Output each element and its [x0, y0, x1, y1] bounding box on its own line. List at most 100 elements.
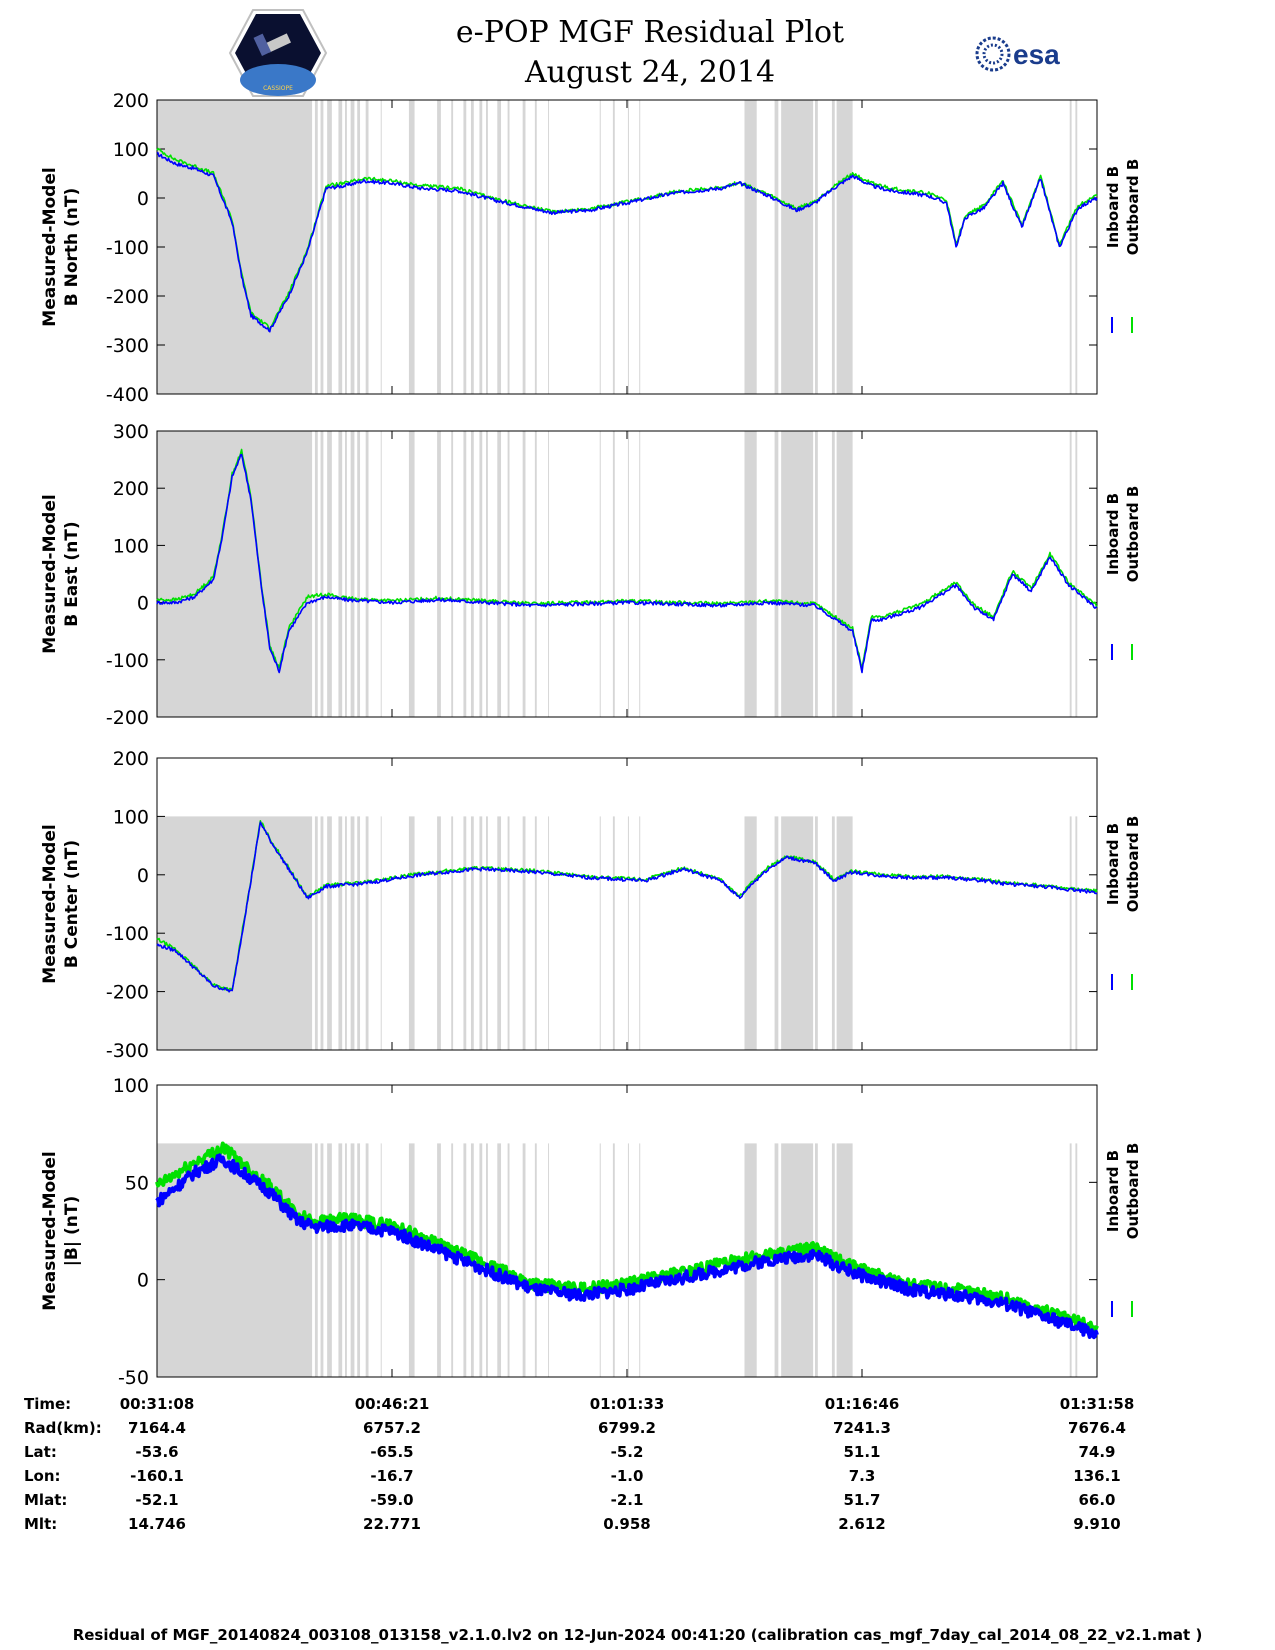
- data-gap-band: [774, 431, 779, 717]
- y-tick-label: 0: [137, 865, 149, 887]
- data-gap-band: [548, 1143, 550, 1377]
- chart-date: August 24, 2014: [524, 55, 776, 90]
- y-axis-label: B North (nT): [62, 188, 82, 307]
- data-gap-band: [815, 816, 818, 1050]
- data-gap-band: [548, 816, 550, 1050]
- data-gap-band: [357, 431, 361, 717]
- data-gap-band: [338, 431, 343, 717]
- y-axis-label: Measured-Model: [40, 494, 60, 653]
- data-gap-band: [365, 816, 369, 1050]
- data-gap-band: [522, 100, 526, 394]
- data-gap-band: [320, 1143, 324, 1377]
- data-gap-band: [627, 816, 629, 1050]
- data-gap-band: [470, 816, 474, 1050]
- data-gap-band: [599, 1143, 601, 1377]
- data-gap-band: [836, 431, 853, 717]
- data-gap-band: [612, 816, 615, 1050]
- data-gap-band: [1075, 100, 1078, 394]
- data-gap-band: [357, 816, 361, 1050]
- data-gap-band: [534, 816, 537, 1050]
- y-tick-label: 0: [137, 1270, 149, 1292]
- data-gap-band: [497, 100, 502, 394]
- y-axis-label: |B| (nT): [62, 1196, 82, 1267]
- data-gap-band: [345, 1143, 347, 1377]
- y-tick-label: -100: [106, 237, 149, 259]
- panel-2: 300 200 100 0 -100 -200 Measured-Model B East (…: [40, 421, 1142, 729]
- legend-inboard-label: Inboard B: [1104, 493, 1122, 575]
- panel-1: 200 100 0 -100 -200 -300 -400 Measured-Model B N…: [40, 90, 1142, 406]
- info-cell: 9.910: [1073, 1515, 1121, 1533]
- data-gap-band: [338, 1143, 343, 1377]
- y-tick-label: 200: [113, 90, 149, 112]
- y-tick-label: -200: [106, 286, 149, 308]
- data-gap-band: [774, 816, 779, 1050]
- info-cell: 66.0: [1078, 1491, 1116, 1509]
- legend-outboard-label: Outboard B: [1124, 1143, 1142, 1240]
- y-tick-label: 200: [113, 478, 149, 500]
- data-gap-band: [627, 1143, 629, 1377]
- legend-inboard-label: Inboard B: [1104, 1150, 1122, 1232]
- data-gap-band: [836, 100, 853, 394]
- data-gap-band: [338, 816, 343, 1050]
- data-gap-band: [365, 1143, 369, 1377]
- info-cell: 01:16:46: [824, 1395, 900, 1413]
- data-gap-band: [345, 431, 347, 717]
- y-tick-label: 100: [113, 535, 149, 557]
- data-gap-band: [781, 816, 814, 1050]
- data-gap-band: [365, 431, 369, 717]
- data-gap-band: [437, 1143, 441, 1377]
- info-cell: 0.958: [603, 1515, 651, 1533]
- panel-3: 200 100 0 -100 -200 -300 Measured-Model B Cente…: [40, 748, 1142, 1062]
- y-tick-label: -300: [106, 335, 149, 357]
- data-gap-band: [380, 431, 382, 717]
- info-row-label: Lon:: [24, 1467, 61, 1485]
- info-cell: 51.1: [843, 1443, 881, 1461]
- data-gap-band: [781, 100, 814, 394]
- cassiope-logo: CASSIOPE: [228, 8, 328, 102]
- data-gap-band: [507, 431, 510, 717]
- data-gap-band: [320, 100, 324, 394]
- info-cell: 2.612: [838, 1515, 886, 1533]
- data-gap-band: [451, 1143, 454, 1377]
- data-gap-band: [327, 1143, 332, 1377]
- y-tick-label: 200: [113, 748, 149, 770]
- y-tick-label: -400: [106, 384, 149, 406]
- data-gap-band: [380, 816, 382, 1050]
- y-tick-label: 100: [113, 806, 149, 828]
- y-axis-label: Measured-Model: [40, 824, 60, 983]
- legend-outboard-label: Outboard B: [1124, 816, 1142, 913]
- data-gap-band: [612, 431, 615, 717]
- info-cell: 7.3: [848, 1467, 876, 1485]
- data-gap-band: [157, 1143, 313, 1377]
- info-cell: -1.0: [610, 1467, 644, 1485]
- data-gap-band: [408, 100, 415, 394]
- data-gap-band: [522, 1143, 526, 1377]
- data-gap-band: [534, 1143, 537, 1377]
- data-gap-band: [497, 431, 502, 717]
- data-gap-band: [836, 816, 853, 1050]
- data-gap-band: [815, 100, 818, 394]
- info-cell: 7164.4: [128, 1419, 186, 1437]
- info-cell: 7241.3: [833, 1419, 891, 1437]
- series-inboard-line: [155, 1153, 1099, 1340]
- data-gap-band: [639, 100, 641, 394]
- data-gap-band: [627, 100, 629, 394]
- info-cell: 00:46:21: [354, 1395, 430, 1413]
- info-cell: 01:01:33: [589, 1395, 665, 1413]
- data-gap-band: [1075, 1143, 1078, 1377]
- data-gap-band: [157, 431, 313, 717]
- series-inboard-line: [156, 453, 1098, 674]
- data-gap-band: [1069, 431, 1072, 717]
- data-gap-band: [314, 816, 318, 1050]
- y-tick-label: 0: [137, 593, 149, 615]
- data-gap-band: [345, 100, 347, 394]
- data-gap-band: [451, 816, 454, 1050]
- info-cell: -16.7: [370, 1467, 414, 1485]
- data-gap-band: [639, 431, 641, 717]
- data-gap-band: [350, 431, 355, 717]
- data-gap-band: [437, 100, 441, 394]
- info-cell: -59.0: [370, 1491, 414, 1509]
- data-gap-band: [345, 816, 347, 1050]
- y-axis-label: Measured-Model: [40, 1151, 60, 1310]
